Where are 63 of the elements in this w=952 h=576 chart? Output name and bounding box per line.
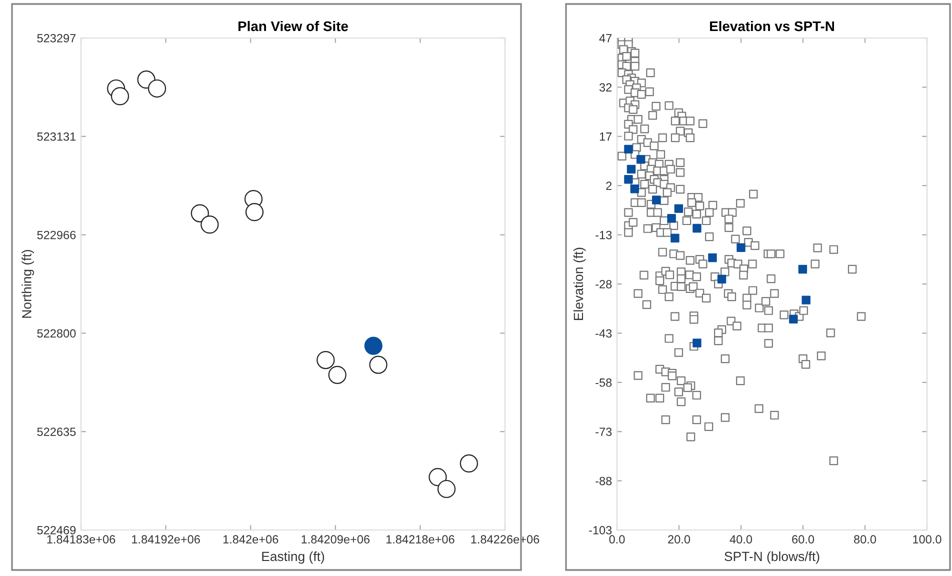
x-tick-label: 0.0	[609, 535, 625, 544]
point	[636, 155, 646, 164]
point	[630, 184, 640, 194]
point	[798, 264, 808, 274]
chart-title: Plan View of Site	[238, 20, 348, 32]
point	[148, 79, 166, 98]
x-tick-label: 1.84183e+06	[47, 535, 116, 544]
point	[802, 296, 810, 304]
y-tick-label: -13	[596, 230, 612, 240]
y-tick-label: 522469	[37, 526, 76, 534]
point	[369, 356, 388, 374]
x-axis-title: Easting (ft)	[262, 551, 324, 564]
y-tick-label: 522635	[37, 428, 76, 436]
y-tick-label: 47	[599, 34, 612, 42]
y-tick-label: 32	[599, 83, 612, 92]
x-tick-label: 1.84192e+06	[132, 535, 200, 544]
y-tick-label: -58	[596, 378, 612, 387]
point	[245, 203, 264, 222]
point	[626, 164, 636, 174]
point	[328, 366, 346, 384]
point	[670, 234, 680, 242]
point	[692, 224, 702, 233]
y-tick-label: 522966	[37, 230, 76, 240]
point	[190, 204, 209, 222]
point	[316, 351, 335, 370]
point	[428, 468, 447, 486]
y-axis-title: Elevation (ft)	[573, 248, 586, 320]
point	[674, 204, 684, 213]
y-tick-label: -28	[596, 280, 612, 288]
x-tick-label: 40.0	[730, 535, 752, 544]
point	[717, 274, 726, 284]
y-tick-label: -103	[589, 526, 612, 534]
chart-title: Elevation vs SPT-N	[710, 20, 834, 32]
x-tick-label: 1.84218e+06	[386, 535, 454, 544]
y-tick-label: -88	[596, 476, 612, 486]
point	[460, 454, 478, 473]
point	[736, 243, 746, 252]
y-tick-label: -73	[596, 428, 612, 436]
y-tick-label: 523297	[37, 34, 76, 42]
y-axis-title: Northing (ft)	[22, 250, 34, 318]
x-tick-label: 100.0	[913, 535, 942, 544]
point	[364, 336, 382, 355]
point	[624, 175, 633, 184]
x-tick-label: 1.842e+06	[223, 535, 278, 544]
x-tick-label: 20.0	[668, 535, 690, 544]
y-tick-label: 17	[600, 132, 612, 141]
y-tick-label: -43	[596, 329, 612, 338]
point	[652, 196, 661, 204]
y-tick-label: 2	[606, 182, 612, 190]
x-tick-label: 60.0	[792, 535, 814, 544]
point	[110, 87, 130, 106]
y-tick-label: 523131	[37, 132, 76, 141]
x-axis-title: SPT-N (blows/ft)	[724, 551, 820, 564]
y-tick-label: 522800	[37, 329, 76, 338]
point	[667, 214, 676, 223]
point	[200, 216, 219, 234]
point	[692, 338, 702, 348]
point	[708, 253, 717, 262]
point	[789, 314, 798, 324]
point	[437, 480, 456, 498]
x-tick-label: 1.84209e+06	[302, 535, 370, 544]
point	[624, 144, 633, 154]
x-tick-label: 80.0	[854, 535, 876, 544]
